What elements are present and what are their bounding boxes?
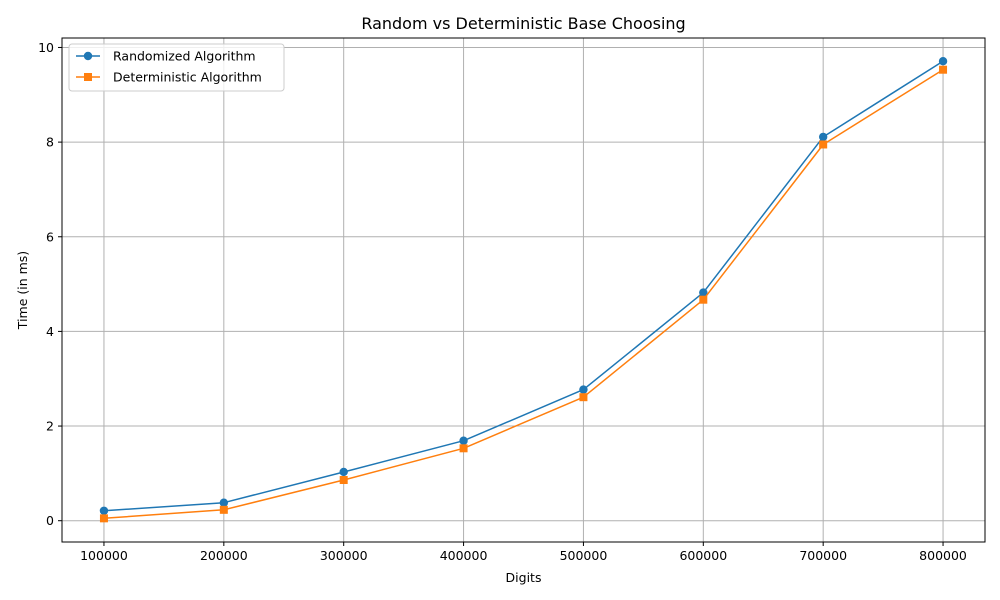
legend-marker-deterministic: [84, 73, 92, 81]
data-point-deterministic: [939, 65, 948, 74]
legend: Randomized Algorithm Deterministic Algor…: [68, 43, 285, 92]
legend-box: [68, 43, 285, 92]
chart-title: Random vs Deterministic Base Choosing: [361, 14, 685, 33]
grid: [62, 38, 985, 542]
data-point-randomized: [459, 436, 468, 445]
y-tick-label: 4: [46, 324, 54, 339]
data-point-randomized: [99, 506, 109, 515]
series-lines: [99, 56, 948, 523]
plot-frame: [61, 37, 986, 543]
x-tick-label: 200000: [200, 548, 248, 563]
data-point-deterministic: [819, 140, 828, 149]
x-tick-label: 400000: [440, 548, 488, 563]
x-tick-label: 500000: [560, 548, 608, 563]
series-line-deterministic: [103, 69, 944, 520]
legend-label-randomized: Randomized Algorithm: [113, 49, 256, 64]
data-point-randomized: [219, 498, 229, 507]
data-point-randomized: [579, 385, 588, 394]
data-point-randomized: [818, 132, 828, 142]
legend-label-deterministic: Deterministic Algorithm: [113, 70, 262, 85]
x-axis-label: Digits: [506, 570, 542, 585]
series-deterministic: [99, 65, 948, 523]
data-point-randomized: [699, 288, 708, 297]
y-tick-label: 8: [46, 135, 54, 150]
y-tick-label: 10: [38, 40, 54, 55]
y-tick-label: 6: [46, 229, 54, 244]
y-tick-label: 2: [46, 419, 54, 434]
x-tick-label: 600000: [679, 548, 727, 563]
series-line-randomized: [103, 60, 944, 512]
x-tick-label: 800000: [919, 548, 967, 563]
data-point-deterministic: [459, 444, 468, 453]
x-tick-label: 700000: [799, 548, 847, 563]
data-point-deterministic: [699, 295, 708, 304]
legend-marker-randomized: [83, 51, 93, 61]
y-tick-label: 0: [46, 513, 54, 528]
data-point-deterministic: [219, 505, 228, 514]
x-tick-label: 100000: [80, 548, 128, 563]
data-point-deterministic: [99, 514, 108, 523]
axis-ticks: 100000 200000 300000 400000 500000 600000 7000…: [38, 40, 967, 563]
series-randomized: [99, 56, 948, 515]
data-point-deterministic: [579, 393, 588, 402]
data-point-deterministic: [339, 476, 348, 485]
y-axis-label: Time (in ms): [15, 251, 30, 330]
x-tick-label: 300000: [320, 548, 368, 563]
data-point-randomized: [938, 56, 948, 66]
data-point-randomized: [339, 467, 348, 477]
